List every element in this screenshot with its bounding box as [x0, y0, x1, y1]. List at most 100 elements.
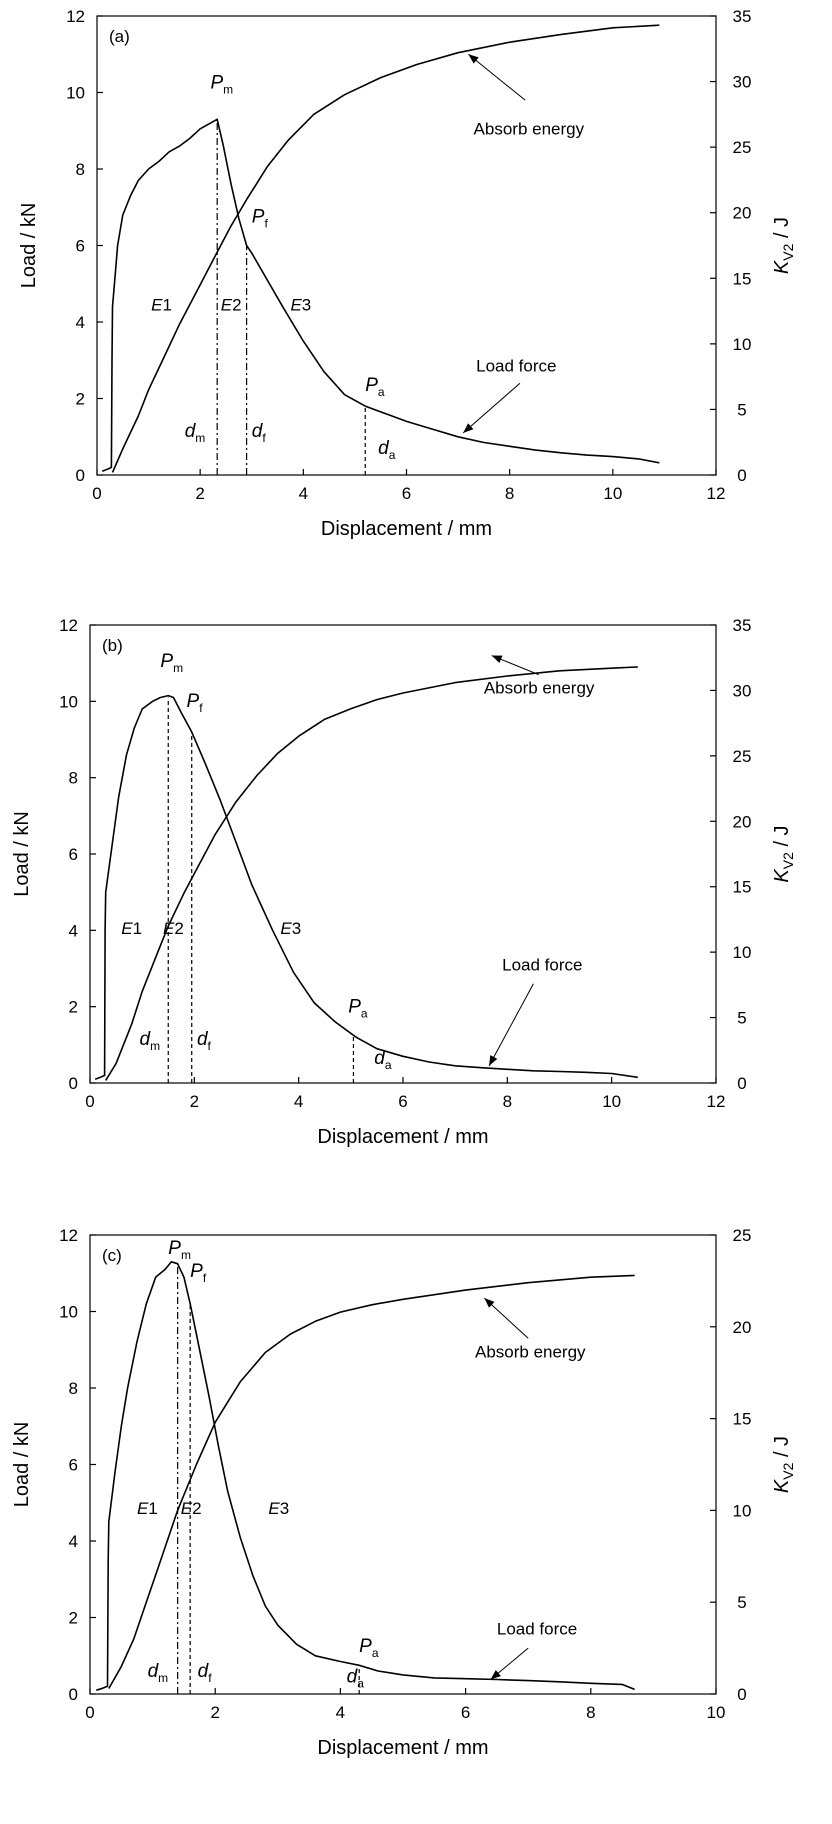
y-tick-label: 4 [69, 921, 78, 940]
y2-tick-label: 30 [733, 681, 752, 700]
annotation-subscript: m [173, 661, 183, 675]
annotation-pa: Pa [359, 1636, 379, 1660]
annotation-e2: E2 [221, 296, 242, 315]
label-arrow-head [484, 1298, 495, 1308]
absorb-energy-curve [108, 1274, 635, 1689]
x-tick-label: 8 [586, 1703, 595, 1722]
annotation-symbol: P [359, 1636, 372, 1657]
y2-title-unit: / J [771, 217, 793, 244]
y-tick-label: 2 [69, 998, 78, 1017]
y2-tick-label: 35 [733, 7, 752, 26]
y2-title-sub: V2 [780, 1462, 796, 1479]
annotation-letter: E [137, 1499, 149, 1518]
y2-tick-label: 0 [737, 1685, 746, 1704]
y2-tick-label: 10 [733, 943, 752, 962]
y-tick-label: 10 [59, 692, 78, 711]
y-tick-label: 12 [59, 616, 78, 635]
annotation-digit: 1 [133, 919, 142, 938]
annotation-df: df [198, 1661, 213, 1685]
annotation-e2: E2 [181, 1499, 202, 1518]
annotation-digit: 3 [280, 1499, 289, 1518]
y2-tick-label: 0 [737, 1074, 746, 1093]
annotation-dm: dm [148, 1661, 169, 1685]
x-tick-label: 10 [707, 1703, 726, 1722]
annotation-digit: 1 [148, 1499, 157, 1518]
y-tick-label: 0 [69, 1074, 78, 1093]
y2-title-unit: / J [771, 825, 793, 852]
annotation-da: da [347, 1667, 365, 1691]
y-tick-label: 2 [69, 1609, 78, 1628]
y2-tick-label: 15 [733, 269, 752, 288]
absorb-energy-curve [105, 666, 638, 1081]
y2-tick-label: 5 [737, 400, 746, 419]
x-tick-label: 2 [210, 1703, 219, 1722]
annotation-symbol: P [190, 1261, 203, 1282]
y2-tick-label: 10 [733, 335, 752, 354]
annotation-subscript: m [181, 1248, 191, 1262]
y2-axis-title: KV2 / J [771, 825, 796, 882]
annotation-subscript: f [208, 1671, 212, 1685]
annotation-subscript: f [203, 1271, 207, 1285]
series-label: Absorb energy [484, 679, 595, 698]
y2-title-sub: V2 [780, 852, 796, 869]
absorb-energy-curve [111, 24, 660, 473]
y2-title-sub: V2 [780, 243, 796, 260]
y-tick-label: 8 [69, 1379, 78, 1398]
y2-tick-label: 0 [737, 466, 746, 485]
annotation-e2: E2 [163, 919, 184, 938]
label-arrow-head [463, 423, 474, 433]
panel-label: (b) [102, 636, 123, 655]
label-arrow-line [468, 53, 526, 101]
plot-frame [89, 1234, 717, 1695]
annotation-letter: E [290, 296, 302, 315]
annotation-e1: E1 [137, 1499, 158, 1518]
y-tick-label: 0 [69, 1685, 78, 1704]
annotation-subscript: f [264, 217, 268, 231]
x-tick-label: 2 [190, 1092, 199, 1111]
annotation-subscript: m [158, 1671, 168, 1685]
x-axis-title: Displacement / mm [317, 1737, 488, 1759]
y-axis-title: Load / kN [11, 811, 33, 897]
annotation-letter: E [280, 919, 292, 938]
y2-axis-title: KV2 / J [771, 217, 796, 274]
annotation-pa: Pa [365, 375, 385, 399]
x-tick-label: 2 [195, 484, 204, 503]
y-tick-label: 8 [69, 769, 78, 788]
y-tick-label: 6 [76, 237, 85, 256]
annotation-symbol: P [365, 375, 378, 396]
x-tick-label: 4 [294, 1092, 303, 1111]
annotation-subscript: f [199, 701, 203, 715]
y-axis-title: Load / kN [11, 1422, 33, 1508]
annotation-letter: E [181, 1499, 193, 1518]
annotation-subscript: a [361, 1006, 368, 1020]
x-axis-title: Displacement / mm [321, 518, 492, 540]
load-force-curve [94, 694, 638, 1080]
y2-axis-title: KV2 / J [771, 1436, 796, 1493]
y-tick-label: 2 [76, 390, 85, 409]
y2-tick-label: 35 [733, 616, 752, 635]
y2-tick-label: 5 [737, 1593, 746, 1612]
annotation-letter: E [221, 296, 233, 315]
label-arrow-head [490, 1670, 501, 1680]
y-tick-label: 10 [59, 1303, 78, 1322]
y2-tick-label: 25 [733, 747, 752, 766]
annotation-pf: Pf [190, 1261, 207, 1285]
annotation-subscript: m [195, 431, 205, 445]
annotation-e1: E1 [121, 919, 142, 938]
x-tick-label: 4 [299, 484, 308, 503]
y-tick-label: 4 [69, 1532, 78, 1551]
annotation-symbol: d [197, 1029, 209, 1050]
annotation-digit: 2 [174, 919, 183, 938]
y-tick-label: 12 [66, 7, 85, 26]
y2-tick-label: 20 [733, 812, 752, 831]
load-force-curve [101, 118, 660, 472]
x-tick-label: 10 [603, 484, 622, 503]
annotation-pa: Pa [348, 996, 368, 1020]
series-label: Absorb energy [475, 1342, 586, 1361]
annotation-symbol: P [168, 1238, 181, 1259]
y2-title-unit: / J [771, 1436, 793, 1463]
y2-tick-label: 25 [733, 138, 752, 157]
annotation-symbol: P [160, 651, 173, 672]
annotation-digit: 3 [302, 296, 311, 315]
